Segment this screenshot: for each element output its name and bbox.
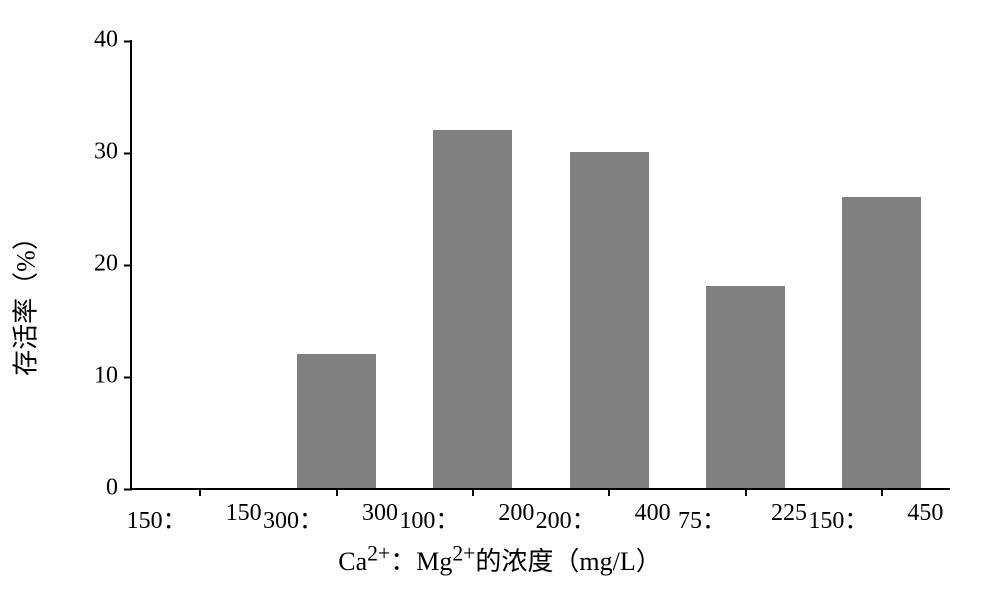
x-tick-label-left: 300： bbox=[263, 488, 323, 535]
y-tick: 30 bbox=[94, 139, 132, 166]
x-tick-label-right: 200 bbox=[498, 488, 534, 527]
xlabel-part: ：Mg bbox=[390, 547, 452, 576]
x-tick-label-left: 100： bbox=[399, 488, 459, 535]
survival-rate-chart: 存活率（%） Ca2+：Mg2+的浓度（mg/L） 010203040150：1… bbox=[20, 20, 980, 580]
y-tick: 10 bbox=[94, 363, 132, 390]
xlabel-sup: 2+ bbox=[367, 541, 390, 565]
xlabel-sup: 2+ bbox=[452, 541, 475, 565]
x-tick-label-right: 300 bbox=[362, 488, 398, 527]
x-tick-mark bbox=[745, 488, 747, 496]
bar bbox=[433, 130, 512, 488]
bar bbox=[842, 197, 921, 488]
plot-area: 010203040150：150300：300100：200200：40075：… bbox=[130, 40, 950, 490]
x-axis-label: Ca2+：Mg2+的浓度（mg/L） bbox=[338, 541, 661, 578]
bar bbox=[570, 152, 649, 488]
x-tick-label-left: 150： bbox=[127, 488, 187, 535]
x-tick-label-left: 200： bbox=[536, 488, 596, 535]
x-tick-mark bbox=[608, 488, 610, 496]
y-tick: 40 bbox=[94, 27, 132, 54]
x-tick-mark bbox=[472, 488, 474, 496]
y-tick: 20 bbox=[94, 251, 132, 278]
xlabel-part: Ca bbox=[338, 547, 367, 576]
xlabel-part: 的浓度（mg/L） bbox=[475, 547, 661, 576]
bars-layer bbox=[132, 40, 950, 488]
x-tick-label-left: 75： bbox=[678, 488, 726, 535]
x-tick-mark bbox=[199, 488, 201, 496]
y-axis-label: 存活率（%） bbox=[6, 224, 43, 376]
x-tick-mark bbox=[881, 488, 883, 496]
x-tick-mark bbox=[336, 488, 338, 496]
x-tick-label-right: 400 bbox=[635, 488, 671, 527]
bar bbox=[706, 286, 785, 488]
x-tick-label-right: 225 bbox=[771, 488, 807, 527]
x-tick-label-right: 150 bbox=[226, 488, 262, 527]
x-tick-label-right: 450 bbox=[907, 488, 943, 527]
x-tick-label-left: 150： bbox=[808, 488, 868, 535]
bar bbox=[297, 354, 376, 488]
